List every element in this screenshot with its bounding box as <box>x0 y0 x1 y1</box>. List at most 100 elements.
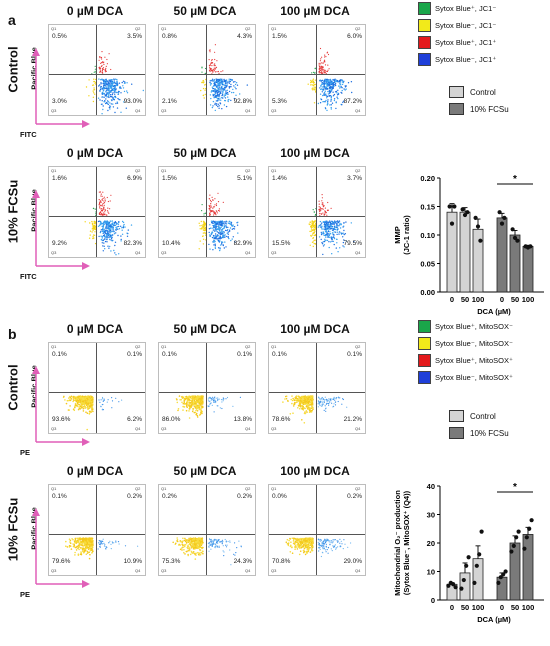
data-point-1-1 <box>462 212 468 218</box>
quadrant-horizontal-line <box>49 216 145 217</box>
legend-label: Sytox Blue⁺, JC1⁺ <box>435 38 497 47</box>
x-tick-label-2: 100 <box>472 603 485 612</box>
quadrant-id-q4: Q4 <box>135 426 141 431</box>
quadrant-horizontal-line <box>49 74 145 75</box>
column-title-a-0-0: 0 µM DCA <box>66 4 124 18</box>
quadrant-value-q1: 1.5% <box>162 175 177 182</box>
data-point-4-3 <box>516 529 521 534</box>
x-tick-label-3: 0 <box>500 603 504 612</box>
quadrant-id-q2: Q2 <box>355 26 361 31</box>
data-point-4-0 <box>510 227 515 232</box>
quadrant-vertical-line <box>96 343 97 433</box>
quadrant-vertical-line <box>96 485 97 575</box>
scatter-cloud <box>84 191 133 256</box>
quadrant-id-q1: Q1 <box>161 26 167 31</box>
quadrant-id-q1: Q1 <box>271 486 277 491</box>
bar-legend-item-b-1: 10% FCSu <box>449 427 509 439</box>
quadrant-legend-item-a-3: Sytox Blue⁻, JC1⁺ <box>418 53 496 66</box>
quadrant-id-q1: Q1 <box>161 168 167 173</box>
y-tick-label: 40 <box>427 482 435 491</box>
legend-swatch <box>418 354 431 367</box>
x-tick-label-4: 50 <box>511 603 519 612</box>
quadrant-horizontal-line <box>269 74 365 75</box>
quadrant-id-q1: Q1 <box>51 26 57 31</box>
quadrant-value-q3: 93.6% <box>52 416 71 423</box>
quadrant-id-q1: Q1 <box>271 168 277 173</box>
y-axis-title: MMP(JC-1 ratio) <box>393 215 411 255</box>
y-tick-label: 0.20 <box>420 174 435 183</box>
x-arrow-head <box>82 580 90 588</box>
panel-letter-b: b <box>8 326 17 342</box>
data-point-0-0 <box>447 204 452 209</box>
quadrant-id-q4: Q4 <box>355 250 361 255</box>
quadrant-value-q4: 24.3% <box>233 558 252 565</box>
legend-swatch <box>418 371 431 384</box>
quadrant-value-q1: 0.1% <box>272 351 287 358</box>
quadrant-id-q4: Q4 <box>245 568 251 573</box>
legend-swatch <box>418 19 431 32</box>
column-title-b-0-2: 100 µM DCA <box>280 322 350 336</box>
scatter-cloud <box>175 395 241 419</box>
quadrant-value-q1: 1.4% <box>272 175 287 182</box>
quadrant-vertical-line <box>316 25 317 115</box>
quadrant-value-q3: 75.3% <box>162 558 181 565</box>
y-arrow-head <box>32 366 40 374</box>
data-point-1-0 <box>459 586 464 591</box>
data-point-3-2 <box>502 215 507 220</box>
quadrant-value-q3: 3.0% <box>52 98 67 105</box>
legend-label: Sytox Blue⁺, MitoSOX⁺ <box>435 356 513 365</box>
quadrant-id-q3: Q3 <box>161 568 167 573</box>
quadrant-id-q4: Q4 <box>135 250 141 255</box>
quadrant-value-q3: 78.6% <box>272 416 291 423</box>
quadrant-value-q2: 0.1% <box>127 351 142 358</box>
data-point-5-0 <box>522 546 527 551</box>
quadrant-id-q4: Q4 <box>245 426 251 431</box>
data-point-1-2 <box>465 210 470 215</box>
quadrant-id-q1: Q1 <box>271 26 277 31</box>
axis-arrows-a-1 <box>32 190 90 270</box>
data-point-5-1 <box>524 535 529 540</box>
quadrant-value-q4: 6.2% <box>127 416 142 423</box>
significance-star: * <box>513 482 517 493</box>
data-point-5-2 <box>527 526 532 531</box>
column-title-a-1-1: 50 µM DCA <box>173 146 237 160</box>
quadrant-value-q2: 6.9% <box>127 175 142 182</box>
quadrant-value-q2: 0.1% <box>237 351 252 358</box>
bar-2 <box>472 228 484 293</box>
y-tick-label: 10 <box>427 568 435 577</box>
column-title-a-0-1: 50 µM DCA <box>173 4 237 18</box>
data-point-2-1 <box>475 224 481 229</box>
axis-arrows-b-0 <box>32 366 90 446</box>
quadrant-vertical-line <box>96 167 97 257</box>
data-point-2-1 <box>474 563 479 568</box>
bar-legend-swatch <box>449 86 464 98</box>
x-arrow-head <box>82 262 90 270</box>
data-point-4-2 <box>515 238 520 243</box>
quadrant-id-q4: Q4 <box>355 108 361 113</box>
flow-plot-b-4: Q1 Q2 Q3 Q4 0.2% 0.2% 75.3% 24.3% <box>158 484 256 576</box>
x-tick-label-1: 50 <box>461 295 469 304</box>
y-arrow-head <box>32 48 40 56</box>
quadrant-horizontal-line <box>159 216 255 217</box>
data-point-2-2 <box>477 552 482 557</box>
quadrant-value-q2: 4.3% <box>237 33 252 40</box>
quadrant-id-q3: Q3 <box>161 108 167 113</box>
quadrant-value-q4: 29.0% <box>343 558 362 565</box>
x-tick-label-4: 50 <box>511 295 519 304</box>
quadrant-value-q2: 0.1% <box>347 351 362 358</box>
y-tick-label: 20 <box>427 539 435 548</box>
flow-plot-a-5: Q1 Q2 Q3 Q4 1.4% 3.7% 15.5% 79.5% <box>268 166 366 258</box>
flow-plot-b-3: Q1 Q2 Q3 Q4 0.1% 0.2% 79.6% 10.9% <box>48 484 146 576</box>
data-point-5-3 <box>529 518 534 523</box>
quadrant-id-q1: Q1 <box>51 344 57 349</box>
data-point-1-1 <box>461 577 466 583</box>
data-point-2-0 <box>473 215 478 220</box>
axis-arrows-a-0 <box>32 48 90 128</box>
y-axis-title: Mitochondrial O₂⁻ production(Sytox Blue⁻… <box>393 490 411 596</box>
quadrant-id-q4: Q4 <box>245 108 251 113</box>
quadrant-legend-item-a-2: Sytox Blue⁺, JC1⁺ <box>418 36 496 49</box>
quadrant-value-q3: 10.4% <box>162 240 181 247</box>
quadrant-id-q2: Q2 <box>245 344 251 349</box>
flow-plot-a-1: Q1 Q2 Q3 Q4 0.8% 4.3% 2.1% 92.8% <box>158 24 256 116</box>
data-point-0-1 <box>449 221 455 226</box>
